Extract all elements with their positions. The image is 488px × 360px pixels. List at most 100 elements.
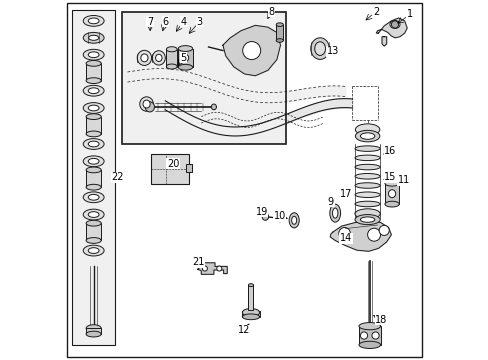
Ellipse shape [354,174,380,179]
Bar [185,164,192,172]
Ellipse shape [152,51,165,65]
Text: 22: 22 [111,172,124,182]
Text: 11: 11 [397,175,409,185]
Ellipse shape [355,124,379,135]
Circle shape [202,266,207,271]
Ellipse shape [83,49,104,60]
Ellipse shape [86,78,101,84]
Bar [178,49,192,67]
Circle shape [378,225,388,235]
Text: 3: 3 [196,17,202,27]
Ellipse shape [291,216,296,224]
Ellipse shape [86,184,101,190]
Text: 15: 15 [384,172,396,182]
Circle shape [216,266,222,271]
Ellipse shape [88,52,99,58]
Ellipse shape [262,213,268,220]
Text: 1: 1 [406,9,412,19]
Ellipse shape [166,47,177,52]
Text: 20: 20 [167,159,179,169]
Ellipse shape [88,212,99,217]
Ellipse shape [182,54,188,62]
Ellipse shape [354,164,380,170]
Text: 18: 18 [374,315,386,325]
Ellipse shape [354,210,380,216]
Bar [248,285,253,310]
Text: 7: 7 [147,17,153,27]
Polygon shape [197,263,227,274]
Ellipse shape [88,105,99,111]
Ellipse shape [88,18,99,24]
Circle shape [371,332,378,339]
Ellipse shape [83,209,104,220]
Ellipse shape [88,248,99,253]
Ellipse shape [354,183,380,188]
Ellipse shape [276,23,283,26]
Ellipse shape [88,141,99,147]
Ellipse shape [86,114,101,120]
Ellipse shape [83,192,104,203]
Ellipse shape [354,209,380,219]
Bar [72,10,115,345]
Text: 17: 17 [339,189,351,199]
Ellipse shape [140,97,153,111]
Text: 4: 4 [180,17,186,27]
Ellipse shape [211,104,216,110]
Ellipse shape [88,88,99,94]
Ellipse shape [83,245,104,256]
Bar [166,49,177,67]
Polygon shape [329,220,390,251]
Ellipse shape [142,100,150,108]
Ellipse shape [276,39,283,42]
Ellipse shape [86,238,101,243]
Ellipse shape [83,15,104,26]
Ellipse shape [86,220,101,226]
Ellipse shape [83,156,104,167]
Ellipse shape [137,50,151,66]
Bar [384,183,399,204]
Ellipse shape [329,204,340,222]
Text: 14: 14 [339,233,351,243]
Ellipse shape [86,131,101,137]
Text: 10: 10 [273,211,285,221]
Ellipse shape [354,201,380,207]
Bar [86,117,101,134]
Ellipse shape [83,103,104,113]
Text: 13: 13 [326,46,338,56]
Ellipse shape [242,314,259,320]
Text: 21: 21 [192,257,204,267]
Bar [358,326,380,345]
Bar [86,328,101,334]
Bar [86,170,101,187]
Bar [242,311,259,317]
Circle shape [338,228,349,239]
Ellipse shape [384,201,399,207]
Ellipse shape [166,64,177,69]
Ellipse shape [145,102,154,112]
Polygon shape [375,18,407,38]
Text: 9: 9 [327,197,333,207]
Bar [122,12,285,144]
Ellipse shape [242,309,259,316]
Text: 19: 19 [255,207,267,217]
Ellipse shape [360,133,374,139]
Polygon shape [381,37,386,46]
Circle shape [242,41,260,59]
Ellipse shape [83,139,104,149]
Ellipse shape [86,60,101,66]
Ellipse shape [276,215,283,222]
Ellipse shape [310,38,329,59]
Text: 6: 6 [162,17,168,27]
Ellipse shape [86,331,101,337]
Text: 8: 8 [268,6,274,17]
Ellipse shape [358,323,380,330]
Ellipse shape [88,158,99,164]
Ellipse shape [389,21,399,28]
Circle shape [390,21,398,28]
Ellipse shape [248,284,253,287]
Ellipse shape [354,192,380,198]
Bar [86,223,101,240]
Ellipse shape [88,35,99,40]
Polygon shape [223,25,280,76]
Ellipse shape [141,54,148,62]
